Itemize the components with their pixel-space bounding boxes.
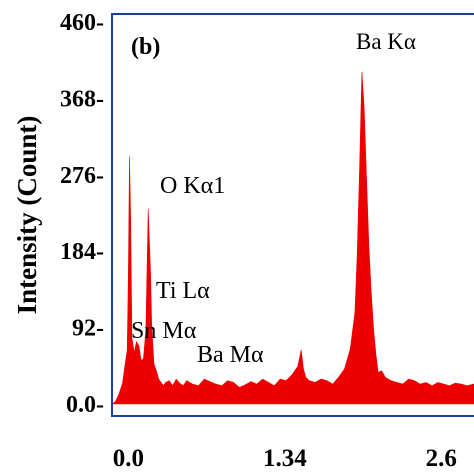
panel-label: (b) <box>131 34 160 60</box>
x-tick-labels: 0.0 1.34 2.6 <box>113 445 457 472</box>
y-tick-labels: 0.0- 92- 184- 276- 368- 460- <box>60 10 104 418</box>
y-axis-label: Intensity (Count) <box>12 116 42 315</box>
y-tick-label: 368- <box>60 86 104 112</box>
y-tick-label: 276- <box>60 163 104 189</box>
x-tick-label: 1.34 <box>263 445 307 472</box>
x-tick-label: 2.6 <box>426 445 457 472</box>
plot-frame <box>111 13 474 417</box>
spectrum-area <box>111 71 474 405</box>
plot-area <box>111 13 474 417</box>
peak-label: Ti Lα <box>156 278 210 304</box>
y-tick-label: 460- <box>60 10 104 36</box>
y-tick-label: 92- <box>72 316 104 342</box>
x-tick-label: 0.0 <box>113 445 144 472</box>
peak-label: Ba Mα <box>197 342 264 368</box>
peak-label: Ba Kα <box>356 29 416 54</box>
y-tick-label: 184- <box>60 239 104 265</box>
peak-label: O Kα1 <box>160 173 225 199</box>
peak-label: Sn Mα <box>131 318 197 344</box>
y-axis-title: Intensity (Count) <box>12 116 42 315</box>
y-tick-label: 0.0- <box>66 392 104 418</box>
